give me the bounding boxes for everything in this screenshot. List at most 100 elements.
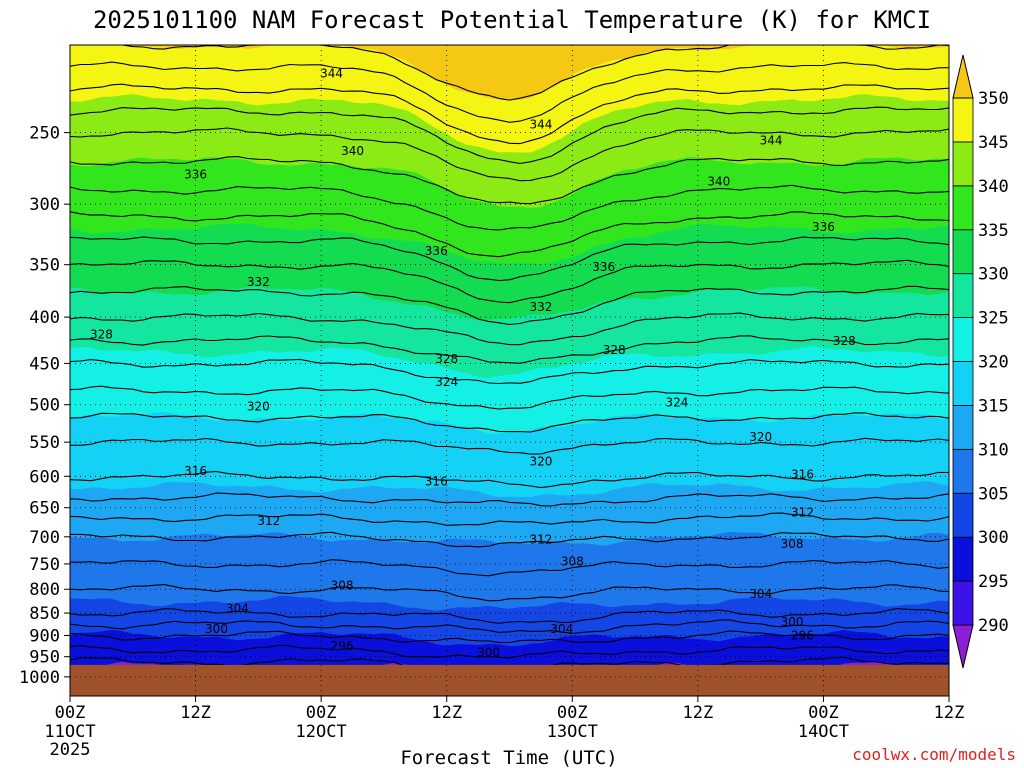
contour-label-312: 312 — [257, 514, 280, 528]
xtick-date-0: 11OCT — [44, 722, 95, 742]
isentrope-308 — [70, 559, 950, 577]
chart-title: 2025101100 NAM Forecast Potential Temper… — [93, 6, 931, 34]
isentrope-302 — [69, 619, 950, 634]
colorbar-band-340 — [952, 141, 974, 187]
colorbar-label-335: 335 — [978, 221, 1009, 241]
ground-layer — [70, 664, 949, 696]
contour-label-324: 324 — [665, 395, 688, 409]
ytick-label-550: 550 — [29, 433, 60, 453]
contour-label-336: 336 — [592, 260, 615, 274]
colorbar-label-305: 305 — [978, 484, 1009, 504]
xtick-label-24: 00Z — [306, 703, 337, 723]
contour-label-304: 304 — [226, 601, 249, 615]
xtick-date-48: 13OCT — [547, 722, 598, 742]
colorbar-band-335 — [952, 185, 974, 231]
contour-label-336: 336 — [425, 244, 448, 258]
contour-label-308: 308 — [561, 554, 584, 568]
grid-layer — [70, 45, 949, 696]
colorbar-label-295: 295 — [978, 572, 1009, 592]
ytick-label-350: 350 — [29, 256, 60, 276]
xtick-date-24: 12OCT — [296, 722, 347, 742]
contour-label-316: 316 — [184, 464, 207, 478]
contour-label-344: 344 — [320, 66, 343, 80]
colorbar: 290 295 300 305 310 315 320 325 330 335 340 345 350 — [952, 54, 1009, 669]
xtick-label-84: 12Z — [934, 703, 965, 723]
contour-label-340: 340 — [707, 174, 730, 188]
contour-label-324: 324 — [435, 375, 458, 389]
ytick-label-750: 750 — [29, 555, 60, 575]
ytick-label-900: 900 — [29, 626, 60, 646]
colorbar-label-340: 340 — [978, 177, 1009, 197]
isentrope-298 — [69, 644, 950, 659]
ground-fill — [70, 664, 949, 696]
colorbar-low-triangle — [952, 624, 974, 669]
colorbar-band-310 — [952, 405, 974, 450]
contour-label-340: 340 — [341, 144, 364, 158]
contour-label-320: 320 — [749, 430, 772, 444]
contour-label-304: 304 — [749, 587, 772, 601]
contour-label-296: 296 — [331, 639, 354, 653]
theta-fill-layer — [70, 45, 949, 696]
contour-label-332: 332 — [529, 300, 552, 314]
ytick-label-950: 950 — [29, 648, 60, 668]
ytick-label-450: 450 — [29, 354, 60, 374]
contour-label-316: 316 — [791, 467, 814, 481]
contour-label-312: 312 — [529, 533, 552, 547]
contour-label-300: 300 — [477, 646, 500, 660]
colorbar-label-345: 345 — [978, 133, 1009, 153]
colorbar-label-330: 330 — [978, 265, 1009, 285]
xtick-label-12: 12Z — [180, 703, 211, 723]
contour-label-344: 344 — [760, 133, 783, 147]
colorbar-label-315: 315 — [978, 396, 1009, 416]
contour-label-308: 308 — [331, 578, 354, 592]
isentrope-306 — [69, 584, 950, 602]
colorbar-band-305 — [952, 448, 974, 494]
contour-label-296: 296 — [791, 628, 814, 642]
colorbar-band-300 — [952, 492, 974, 538]
colorbar-band-345 — [952, 97, 974, 143]
contour-labels: 344 340 336 344 344 340 336 336 336 332 332 328 328 3… — [90, 66, 856, 659]
colorbar-label-325: 325 — [978, 309, 1009, 329]
xtick-year-0: 2025 — [50, 740, 91, 760]
isentrope-322 — [69, 385, 950, 410]
colorbar-label-290: 290 — [978, 616, 1009, 636]
ytick-label-1000: 1000 — [19, 668, 60, 688]
isentrope-336 — [69, 211, 950, 258]
ytick-label-850: 850 — [29, 604, 60, 624]
isentrope-340 — [69, 156, 950, 205]
isentrope-348 — [69, 61, 950, 123]
ytick-label-400: 400 — [29, 308, 60, 328]
ytick-label-300: 300 — [29, 195, 60, 215]
pressure-axis: 2503003504004505005506006507007508008509… — [19, 124, 70, 688]
isentrope-334 — [69, 236, 950, 282]
xtick-label-60: 12Z — [682, 703, 713, 723]
xtick-label-0: 00Z — [55, 703, 86, 723]
colorbar-band-315 — [952, 361, 974, 406]
isentrope-332 — [69, 259, 950, 304]
xtick-label-72: 00Z — [808, 703, 839, 723]
ytick-label-600: 600 — [29, 467, 60, 487]
colorbar-band-295 — [952, 536, 974, 582]
ytick-label-650: 650 — [29, 499, 60, 519]
ytick-label-700: 700 — [29, 528, 60, 548]
colorbar-label-310: 310 — [978, 440, 1009, 460]
isentrope-338 — [69, 184, 950, 231]
contour-label-328: 328 — [603, 343, 626, 357]
x-axis-label: Forecast Time (UTC) — [400, 747, 617, 768]
contour-label-300: 300 — [205, 622, 228, 636]
ytick-label-500: 500 — [29, 396, 60, 416]
contour-label-320: 320 — [247, 399, 270, 413]
isentrope-320 — [69, 412, 950, 433]
contour-label-336: 336 — [812, 220, 835, 234]
contour-label-308: 308 — [781, 537, 804, 551]
isentrope-326 — [69, 335, 950, 364]
contour-label-328: 328 — [435, 352, 458, 366]
contour-label-300: 300 — [781, 615, 804, 629]
contour-label-316: 316 — [425, 475, 448, 489]
isentrope-300 — [69, 630, 950, 644]
isentrope-310 — [70, 531, 950, 548]
colorbar-band-330 — [952, 229, 974, 275]
isentrope-318 — [69, 437, 950, 455]
